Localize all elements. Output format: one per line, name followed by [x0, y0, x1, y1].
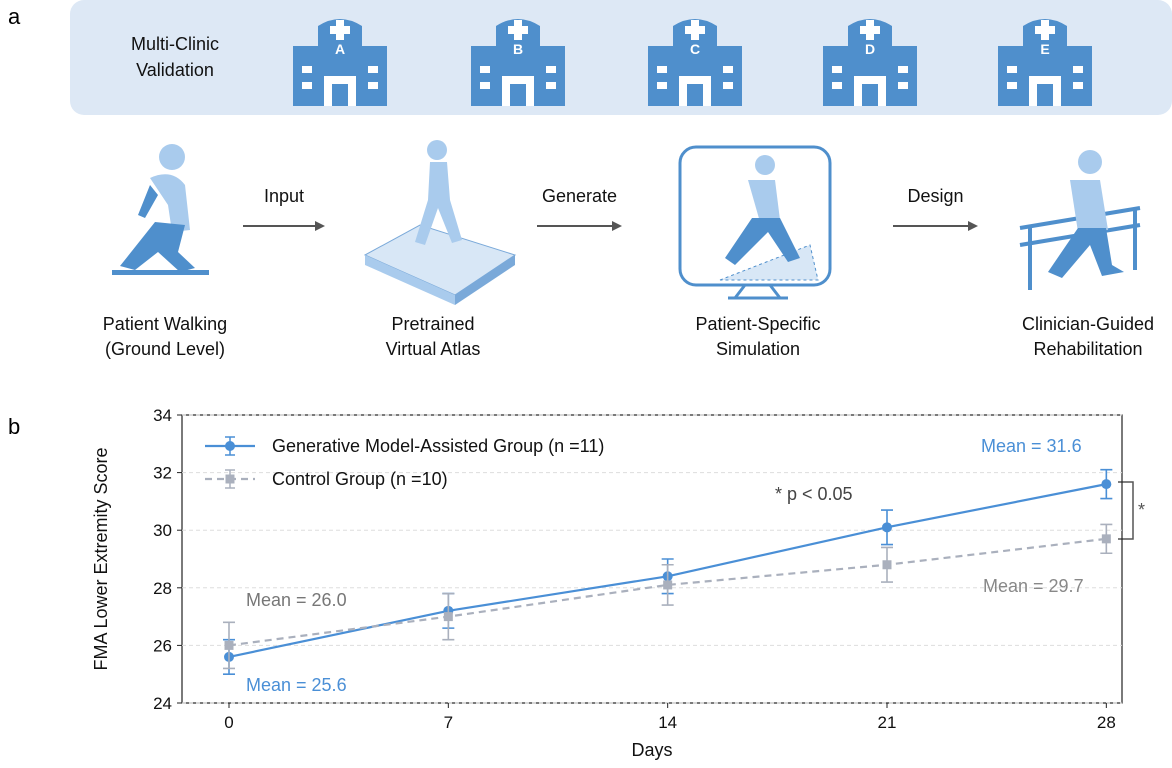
annotation: Mean = 26.0: [246, 590, 347, 610]
y-tick-label: 34: [153, 406, 172, 425]
data-point: [882, 560, 892, 570]
clinic-icon: B: [471, 19, 565, 106]
x-tick-label: 14: [658, 713, 677, 732]
step-label: Pretrained: [391, 314, 474, 334]
clinic-letter: C: [690, 41, 700, 57]
virtual-atlas-icon: [363, 140, 517, 305]
window: [368, 82, 378, 89]
x-tick-label: 21: [878, 713, 897, 732]
cross: [1035, 20, 1055, 40]
data-point: [224, 640, 234, 650]
window: [302, 66, 312, 73]
panel-label: b: [8, 414, 20, 439]
x-tick-label: 7: [444, 713, 453, 732]
y-tick-label: 32: [153, 464, 172, 483]
window: [723, 66, 733, 73]
data-point: [663, 580, 673, 590]
step-label: Patient Walking: [103, 314, 227, 334]
arrow-head: [315, 221, 325, 231]
step-label: Patient-Specific: [695, 314, 820, 334]
banner-title: Multi-Clinic: [131, 34, 219, 54]
clinic-letter: E: [1040, 41, 1049, 57]
window: [546, 66, 556, 73]
plot-frame: [181, 414, 1123, 704]
rehabilitation-icon: [1019, 150, 1141, 290]
window: [657, 66, 667, 73]
clinic-icon: A: [293, 19, 387, 106]
window: [723, 82, 733, 89]
clinic-letter: B: [513, 41, 523, 57]
window: [1007, 66, 1017, 73]
significance-mark: *: [1138, 500, 1145, 520]
y-tick-label: 30: [153, 521, 172, 540]
arrow-label: Generate: [542, 186, 617, 206]
window: [480, 66, 490, 73]
simulation-monitor-icon: [678, 145, 832, 300]
window: [480, 82, 490, 89]
y-tick-label: 26: [153, 636, 172, 655]
annotation: Mean = 25.6: [246, 675, 347, 695]
panel-label: a: [8, 4, 21, 29]
arrow-head: [612, 221, 622, 231]
step-label: Virtual Atlas: [386, 339, 481, 359]
x-tick-label: 28: [1097, 713, 1116, 732]
window: [1073, 66, 1083, 73]
door: [679, 76, 711, 106]
series-line: [228, 537, 1107, 647]
walking-patient-icon: [112, 144, 209, 275]
window: [368, 66, 378, 73]
window: [898, 66, 908, 73]
annotation: * p < 0.05: [775, 484, 853, 504]
clinic-icon: C: [648, 19, 742, 106]
y-tick-label: 28: [153, 579, 172, 598]
step-label: Clinician-Guided: [1022, 314, 1154, 334]
cross: [330, 20, 350, 40]
clinic-letter: D: [865, 41, 875, 57]
annotation: Mean = 31.6: [981, 436, 1082, 456]
legend-label: Generative Model-Assisted Group (n =11): [272, 436, 604, 456]
y-axis-label: FMA Lower Extremity Score: [91, 447, 111, 670]
door: [502, 76, 534, 106]
arrow-head: [968, 221, 978, 231]
y-tick-label: 24: [153, 694, 172, 713]
clinic-icon: E: [998, 19, 1092, 106]
cross: [508, 20, 528, 40]
legend-marker: [225, 441, 235, 451]
arrow-label: Design: [907, 186, 963, 206]
legend-marker: [225, 474, 235, 484]
steps: Patient Walking (Ground Level) Pretrained V…: [103, 186, 1154, 359]
door: [1029, 76, 1061, 106]
data-point: [882, 522, 892, 533]
arrow-label: Input: [264, 186, 304, 206]
step-label: Rehabilitation: [1033, 339, 1142, 359]
x-tick-label: 0: [224, 713, 233, 732]
data-point: [443, 612, 453, 622]
clinic-icon: D: [823, 19, 917, 106]
window: [1007, 82, 1017, 89]
significance-bracket: [1118, 481, 1134, 540]
x-axis-label: Days: [631, 740, 672, 760]
cross: [860, 20, 880, 40]
step-label: (Ground Level): [105, 339, 225, 359]
door: [854, 76, 886, 106]
window: [898, 82, 908, 89]
window: [832, 66, 842, 73]
window: [1073, 82, 1083, 89]
window: [302, 82, 312, 89]
banner-title: Validation: [136, 60, 214, 80]
window: [546, 82, 556, 89]
door: [324, 76, 356, 106]
annotation: Mean = 29.7: [983, 576, 1084, 596]
window: [832, 82, 842, 89]
cross: [685, 20, 705, 40]
clinics: A B C D E: [293, 19, 1092, 106]
data-point: [1101, 534, 1111, 544]
data-point: [1101, 479, 1112, 490]
step-label: Simulation: [716, 339, 800, 359]
window: [657, 82, 667, 89]
clinic-letter: A: [335, 41, 345, 57]
legend-label: Control Group (n =10): [272, 469, 448, 489]
